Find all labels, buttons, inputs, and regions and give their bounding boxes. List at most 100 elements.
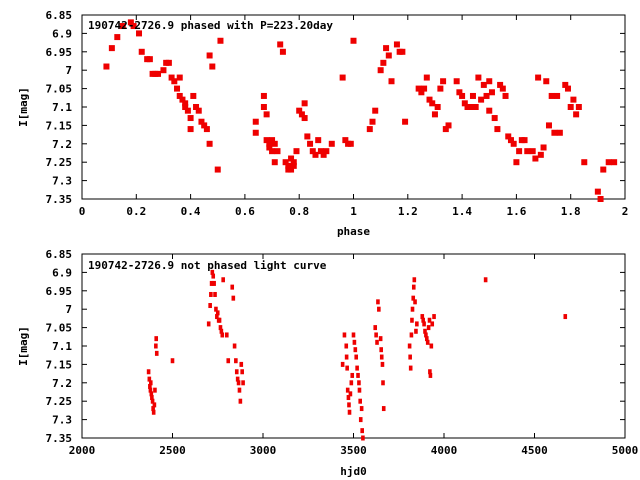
data-point: [315, 137, 322, 144]
data-point: [209, 291, 213, 297]
data-point: [146, 56, 153, 63]
data-point: [148, 383, 152, 389]
data-point: [502, 92, 509, 99]
data-point: [415, 321, 419, 327]
data-point: [488, 89, 495, 96]
data-point: [513, 159, 520, 166]
y-tick-label: 7.2: [52, 377, 72, 390]
data-point: [505, 133, 512, 140]
unphased-light-curve-panel: 2000 2500 3000 3500 4000 4500 5000 6.85 6.9 6.95 7…: [17, 248, 638, 478]
data-point: [366, 126, 373, 133]
x-tick-label: 1: [350, 205, 357, 218]
data-point: [369, 118, 376, 125]
data-point: [234, 358, 238, 364]
unphased-axis-ticks: 2000 2500 3000 3500 4000 4500 5000 6.85 6.9 6.95 7…: [46, 248, 639, 457]
data-point: [160, 67, 167, 74]
data-point: [510, 140, 517, 147]
data-point: [430, 321, 435, 327]
data-point: [554, 92, 561, 99]
y-tick-label: 7: [65, 303, 72, 316]
data-point: [285, 162, 292, 169]
x-tick-label: 2: [622, 205, 629, 218]
data-point: [296, 107, 303, 114]
data-point: [381, 380, 385, 386]
data-point: [209, 63, 216, 70]
data-point: [418, 89, 425, 96]
phased-light-curve-panel: 0 0.2 0.4 0.6 0.8 1 1.2 1.4 1.6 1.8 2 6.85 6.9 6.95 7 7…: [17, 9, 628, 238]
data-point: [428, 372, 433, 378]
data-point: [263, 137, 270, 144]
data-point: [358, 417, 363, 423]
data-point: [408, 354, 412, 360]
unphased-chart-title: 190742-2726.9 not phased light curve: [88, 259, 327, 272]
data-point: [413, 299, 417, 305]
data-point: [312, 151, 319, 158]
data-point: [103, 63, 110, 70]
data-point: [425, 339, 430, 345]
y-tick-label: 6.9: [52, 266, 72, 279]
data-point: [151, 406, 155, 412]
data-point: [152, 402, 157, 408]
data-point: [174, 85, 181, 92]
data-point: [309, 148, 316, 155]
data-point: [317, 148, 324, 155]
data-point: [353, 347, 358, 353]
data-point: [349, 380, 354, 386]
data-point: [301, 115, 308, 122]
data-point: [211, 273, 216, 279]
data-point: [521, 137, 528, 144]
data-point: [288, 166, 295, 173]
data-point: [461, 100, 468, 107]
data-point: [209, 280, 214, 286]
data-point: [290, 159, 297, 166]
data-point: [176, 92, 183, 99]
data-point: [206, 52, 213, 59]
data-point: [486, 78, 493, 85]
unphased-y-axis-label: I[mag]: [17, 326, 30, 366]
data-point: [252, 129, 259, 136]
data-point: [380, 59, 387, 66]
data-point: [127, 19, 134, 26]
data-point: [218, 325, 223, 331]
data-point: [570, 96, 577, 103]
data-point: [564, 85, 571, 92]
data-point: [355, 365, 359, 371]
x-tick-label: 0.6: [235, 205, 255, 218]
data-point: [213, 291, 217, 297]
data-point: [290, 162, 297, 169]
data-point: [494, 126, 501, 133]
data-point: [234, 369, 239, 375]
data-point: [575, 104, 582, 110]
x-tick-label: 0.8: [289, 205, 309, 218]
data-point: [358, 398, 362, 404]
data-point: [352, 339, 357, 345]
data-point: [154, 343, 158, 349]
data-point: [372, 107, 379, 114]
data-point: [231, 295, 236, 301]
data-point: [148, 387, 153, 393]
data-point: [345, 387, 350, 393]
data-point: [499, 85, 506, 92]
y-tick-label: 7.1: [52, 101, 72, 114]
data-point: [375, 339, 379, 345]
data-point: [182, 104, 189, 110]
data-point: [402, 118, 409, 125]
x-tick-label: 2500: [159, 444, 186, 457]
data-point: [562, 81, 569, 88]
data-point: [551, 129, 558, 136]
data-point: [348, 391, 353, 397]
data-point: [154, 350, 159, 356]
data-point: [176, 74, 183, 81]
data-point: [545, 122, 552, 129]
data-point: [151, 409, 156, 415]
x-tick-label: 2000: [69, 444, 96, 457]
data-point: [298, 111, 305, 118]
data-point: [146, 369, 151, 375]
data-point: [410, 306, 415, 312]
data-point: [238, 398, 243, 404]
data-point: [426, 325, 431, 331]
data-point: [148, 380, 153, 386]
y-tick-label: 7.15: [46, 358, 73, 371]
data-point: [221, 277, 225, 283]
data-point: [147, 376, 152, 382]
